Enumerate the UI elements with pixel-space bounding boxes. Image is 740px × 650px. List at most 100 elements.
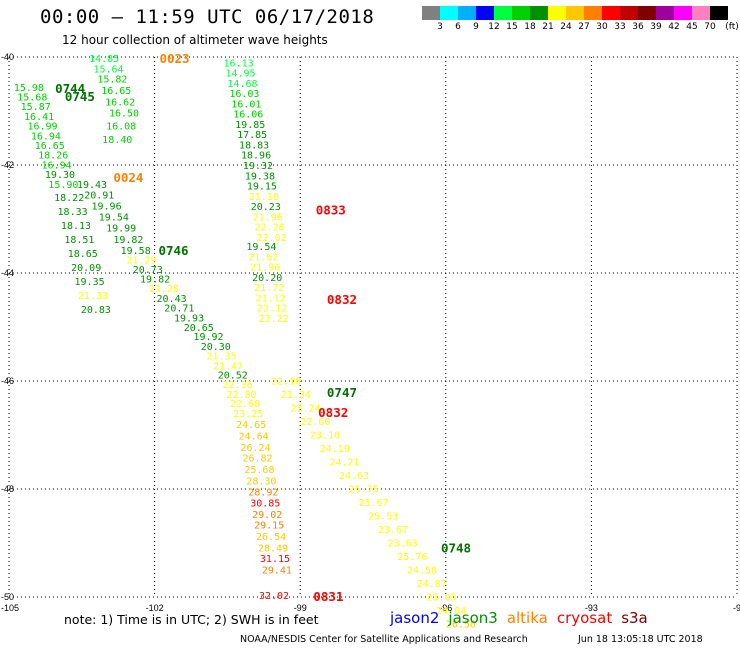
wave-height-value: 19.82 xyxy=(113,235,143,246)
wave-height-value: 16.65 xyxy=(35,141,65,152)
colorbar-swatch xyxy=(638,6,656,20)
colorbar-label: 18 xyxy=(524,22,536,32)
legend-altika: altika xyxy=(506,609,548,627)
colorbar-swatch xyxy=(584,6,602,20)
colorbar-label: (ft) xyxy=(725,22,739,32)
wave-height-value: 23.10 xyxy=(310,430,340,441)
pass-time-label: 0832 xyxy=(327,292,357,307)
wave-height-value: 19.32 xyxy=(243,161,273,172)
colorbar-label: 70 xyxy=(704,22,716,32)
wave-height-value: 14.68 xyxy=(227,79,257,90)
pass-time-label: 0747 xyxy=(327,385,357,400)
wave-height-value: 21.12 xyxy=(256,293,286,304)
wave-height-value: 16.65 xyxy=(101,86,131,97)
issued-timestamp: Jun 18 13:05:18 UTC 2018 xyxy=(578,634,703,645)
longitude-tick-label: -102 xyxy=(146,603,164,613)
wave-height-value: 14.85 xyxy=(89,54,119,65)
colorbar-label: 27 xyxy=(578,22,590,32)
colorbar-swatch xyxy=(422,6,440,20)
pass-time-label: 0833 xyxy=(316,202,346,217)
wave-height-value: 24.04 xyxy=(436,606,466,617)
wave-height-value: 20.65 xyxy=(184,323,214,334)
wave-height-value: 25.67 xyxy=(358,498,388,509)
longitude-tick-label: -93 xyxy=(585,603,598,613)
wave-height-value: 18.13 xyxy=(61,221,91,232)
wave-height-value: 32.02 xyxy=(259,591,289,602)
wave-height-value: 21.29 xyxy=(126,256,156,267)
wave-height-value: 20.09 xyxy=(71,263,101,274)
wave-height-value: 22.60 xyxy=(300,417,330,428)
colorbar-label: 39 xyxy=(650,22,662,32)
colorbar-label: 3 xyxy=(437,22,443,32)
colorbar-swatch xyxy=(620,6,638,20)
wave-height-value: 15.90 xyxy=(48,180,78,191)
wave-height-value: 16.62 xyxy=(105,97,135,108)
colorbar-label: 9 xyxy=(473,22,479,32)
latitude-tick-label: -50 xyxy=(1,592,14,602)
wave-height-value: 21.96 xyxy=(253,212,283,223)
pass-time-label: 0023 xyxy=(159,51,189,66)
wave-height-value: 23.24 xyxy=(290,403,320,414)
wave-height-value: 16.50 xyxy=(109,109,139,120)
wave-height-value: 30.85 xyxy=(250,499,280,510)
colorbar-label: 36 xyxy=(632,22,644,32)
longitude-tick-label: -96 xyxy=(439,603,452,613)
wave-height-value: 20.30 xyxy=(201,342,231,353)
wave-height-value: 25.53 xyxy=(368,511,398,522)
wave-height-value: 21.10 xyxy=(249,192,279,203)
wave-height-value: 19.38 xyxy=(245,171,275,182)
wave-height-value: 16.06 xyxy=(233,110,263,121)
colorbar-label: 21 xyxy=(542,22,554,32)
colorbar-swatch xyxy=(656,6,674,20)
wave-height-value: 16.13 xyxy=(224,58,254,69)
wave-height-value: 20.52 xyxy=(218,371,248,382)
wave-height-value: 22.80 xyxy=(226,390,256,401)
wave-height-value: 16.03 xyxy=(229,89,259,100)
pass-time-label: 0744 xyxy=(55,81,85,96)
wave-height-value: 28.92 xyxy=(248,488,278,499)
wave-height-value: 22.18 xyxy=(271,376,301,387)
wave-height-value: 22.02 xyxy=(257,233,287,244)
wave-height-value: 20.23 xyxy=(251,202,281,213)
wave-height-value: 24.58 xyxy=(407,565,437,576)
wave-height-value: 24.19 xyxy=(320,444,350,455)
map-title: 00:00 – 11:59 UTC 06/17/2018 xyxy=(40,6,375,28)
wave-height-value: 15.98 xyxy=(14,83,44,94)
wave-height-value: 26.50 xyxy=(446,619,476,630)
satellite-legend: jason2 jason3 altika cryosat s3a xyxy=(390,609,657,627)
wave-height-value: 31.15 xyxy=(260,554,290,565)
wave-height-value: 20.71 xyxy=(164,304,194,315)
wave-height-value: 15.82 xyxy=(97,75,127,86)
wave-height-value: 20.83 xyxy=(81,305,111,316)
pass-time-label: 0024 xyxy=(113,170,143,185)
pass-time-label: 0831 xyxy=(313,589,343,604)
wave-height-value: 21.28 xyxy=(149,284,179,295)
colorbar-labels: 3 6 9 12 15 18 21 24 27 30 33 36 39 42 45 70 (ft) xyxy=(422,22,740,34)
wave-height-value: 18.40 xyxy=(102,135,132,146)
wave-height-value: 23.67 xyxy=(378,525,408,536)
pass-time-label: 0746 xyxy=(158,243,188,258)
wave-height-value: 18.22 xyxy=(54,193,84,204)
wave-height-value: 19.43 xyxy=(77,180,107,191)
wave-height-value: 24.65 xyxy=(236,420,266,431)
wave-height-value: 21.33 xyxy=(78,291,108,302)
wave-height-value: 20.43 xyxy=(157,294,187,305)
colorbar-swatch xyxy=(458,6,476,20)
wave-height-value: 18.33 xyxy=(58,207,88,218)
wave-height-value: 16.41 xyxy=(24,112,54,123)
lat-lon-grid xyxy=(8,56,738,598)
pass-time-label: 0748 xyxy=(441,540,471,555)
colorbar-label: 6 xyxy=(455,22,461,32)
colorbar-label: 24 xyxy=(560,22,572,32)
wave-height-value: 22.36 xyxy=(223,380,253,391)
wave-height-value: 16.99 xyxy=(27,122,57,133)
wave-height-value: 25.76 xyxy=(397,552,427,563)
wave-height-value: 18.96 xyxy=(241,151,271,162)
wave-height-value: 19.99 xyxy=(106,224,136,235)
wave-height-value: 21.34 xyxy=(281,390,311,401)
wave-height-value: 18.65 xyxy=(68,249,98,260)
wave-height-value: 19.54 xyxy=(99,212,129,223)
wave-height-value: 16.94 xyxy=(31,131,61,142)
colorbar-swatch xyxy=(530,6,548,20)
